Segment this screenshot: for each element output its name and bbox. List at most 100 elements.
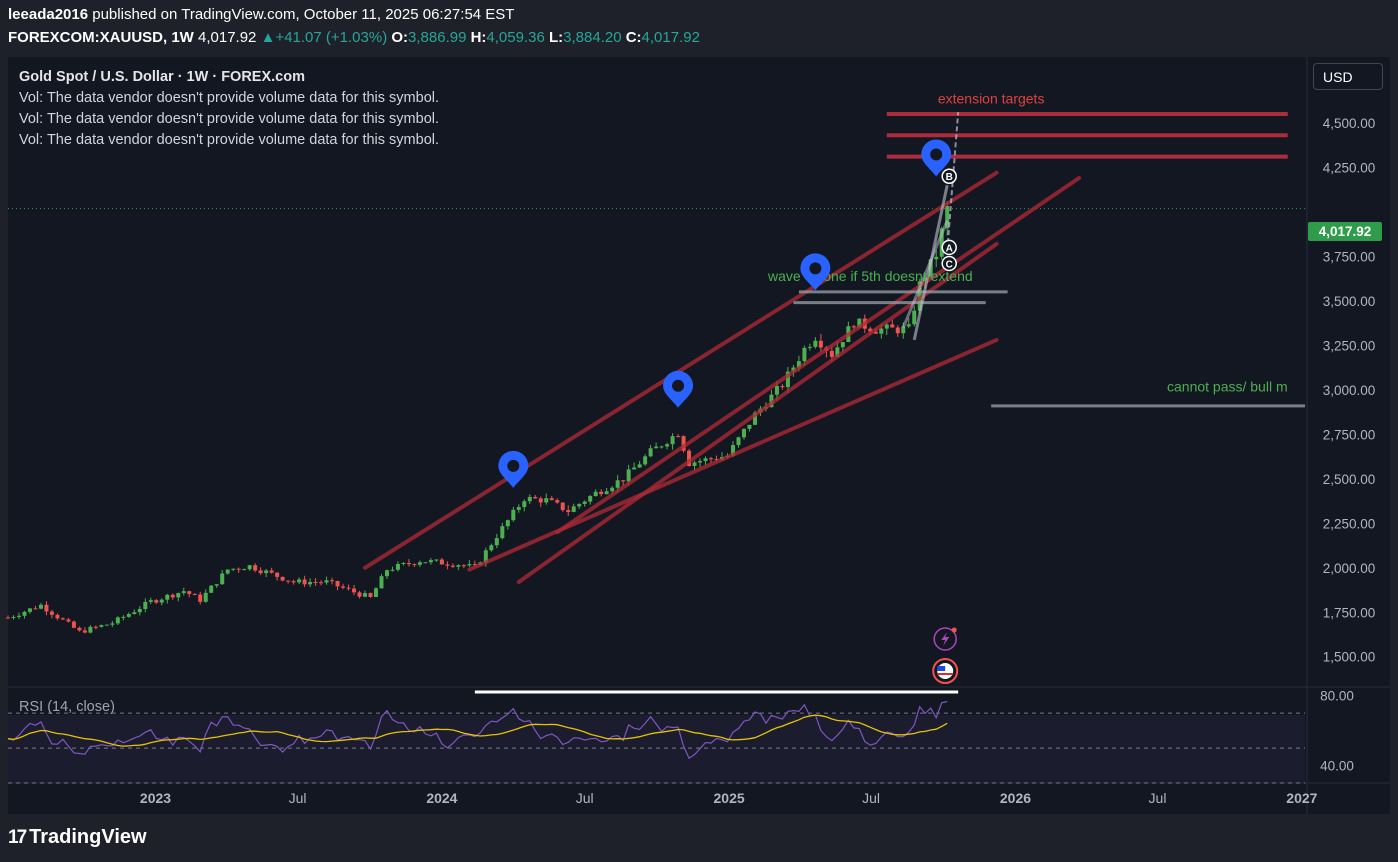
price-tick-label: 3,000.00 [1323, 383, 1376, 398]
price-tick-label: 1,500.00 [1323, 650, 1376, 665]
time-tick-label: 2025 [714, 790, 745, 806]
candle-body [709, 458, 714, 460]
candle-body [884, 324, 889, 329]
candle-body [626, 469, 631, 482]
candle-body [835, 347, 840, 357]
legend-title[interactable]: Gold Spot / U.S. Dollar · 1W · FOREX.com [19, 69, 305, 85]
open-value: 3,886.99 [408, 29, 467, 46]
candle-body [511, 509, 516, 521]
candle-body [785, 371, 790, 388]
price-tick-label: 1,750.00 [1323, 605, 1376, 620]
trendline [363, 170, 999, 570]
pin-hole [672, 379, 685, 392]
time-tick-label: Jul [862, 790, 880, 806]
up-arrow-icon: ▲ [260, 29, 276, 46]
candle-body [461, 565, 466, 567]
wave-label-circle [941, 255, 957, 272]
candle-body [269, 570, 274, 573]
candle-body [516, 507, 521, 510]
candle-body [676, 436, 681, 438]
projection-line [946, 112, 960, 252]
candle-body [901, 326, 906, 334]
candle-body [560, 502, 565, 511]
rsi-legend-label[interactable]: RSI (14, close) [19, 699, 115, 715]
candle-body [137, 608, 142, 613]
candle-body [939, 228, 944, 257]
candle-body [346, 587, 351, 589]
candle-body [60, 618, 65, 620]
price-tick-label: 3,750.00 [1323, 249, 1376, 264]
candle-body [698, 461, 703, 463]
candle-body [527, 496, 532, 502]
low-label: L: [548, 29, 564, 46]
location-pin-icon [498, 450, 529, 488]
time-tick-label: Jul [1149, 790, 1167, 806]
rsi-band [8, 715, 1305, 783]
candle-body [747, 424, 752, 429]
candle-body [264, 570, 269, 574]
price-tick-label: 2,250.00 [1323, 516, 1376, 531]
close-label: C: [625, 29, 642, 46]
candle-body [434, 559, 439, 561]
candle-body [379, 576, 384, 589]
candle-body [802, 347, 807, 362]
candle-body [368, 593, 373, 597]
candle-body [670, 436, 675, 445]
candle-body [6, 617, 10, 619]
candle-body [879, 328, 884, 334]
trendline [516, 241, 999, 584]
candle-body [533, 496, 538, 499]
candle-body [225, 569, 230, 574]
candle-body [313, 582, 318, 584]
candle-body [231, 568, 236, 570]
candle-body [505, 520, 510, 527]
candle-body [417, 562, 422, 565]
candle-body [38, 604, 43, 609]
currency-button[interactable]: USD [1313, 63, 1383, 90]
candle-body [330, 580, 335, 582]
candle-body [637, 464, 642, 468]
symbol-name[interactable]: FOREXCOM:XAUUSD, 1W [8, 29, 194, 46]
candle-body [236, 568, 241, 570]
price-tick-label: 4,500.00 [1323, 116, 1376, 131]
rsi-ma-line [7, 714, 948, 747]
candle-body [401, 562, 406, 564]
author-name[interactable]: leeada2016 [8, 6, 89, 23]
brand-name[interactable]: TradingView [29, 826, 147, 848]
price-tick-label: 3,250.00 [1323, 338, 1376, 353]
candle-body [253, 565, 258, 571]
candle-body [121, 616, 126, 618]
candle-body [741, 428, 746, 438]
candle-body [93, 626, 98, 628]
candle-body [774, 386, 779, 395]
candle-body [807, 346, 812, 348]
candle-body [643, 456, 648, 465]
candle-body [632, 467, 637, 470]
candle-body [71, 621, 76, 628]
candle-body [577, 503, 582, 507]
candle-body [912, 310, 917, 325]
candle-body [115, 617, 120, 624]
candle-body [522, 501, 527, 508]
candle-body [818, 340, 823, 348]
location-pin-icon [921, 139, 952, 177]
candle-body [44, 604, 49, 612]
legend-vol-line: Vol: The data vendor doesn't provide vol… [19, 111, 440, 127]
candle-body [681, 436, 686, 451]
candle-body [341, 586, 346, 588]
location-pin-icon [800, 253, 831, 291]
candle-body [16, 615, 21, 617]
legend-vol-line: Vol: The data vendor doesn't provide vol… [19, 132, 440, 148]
time-tick-label: Jul [576, 790, 594, 806]
candle-body [599, 491, 604, 495]
tradingview-logo-icon: 17 [8, 826, 27, 848]
candle-body [604, 491, 609, 495]
wave-label-circle [941, 239, 957, 256]
candle-body [731, 445, 736, 456]
candle-body [27, 608, 32, 612]
candle-body [99, 625, 104, 627]
pin-hole [507, 459, 520, 472]
candle-body [357, 592, 362, 597]
candle-body [33, 608, 38, 610]
